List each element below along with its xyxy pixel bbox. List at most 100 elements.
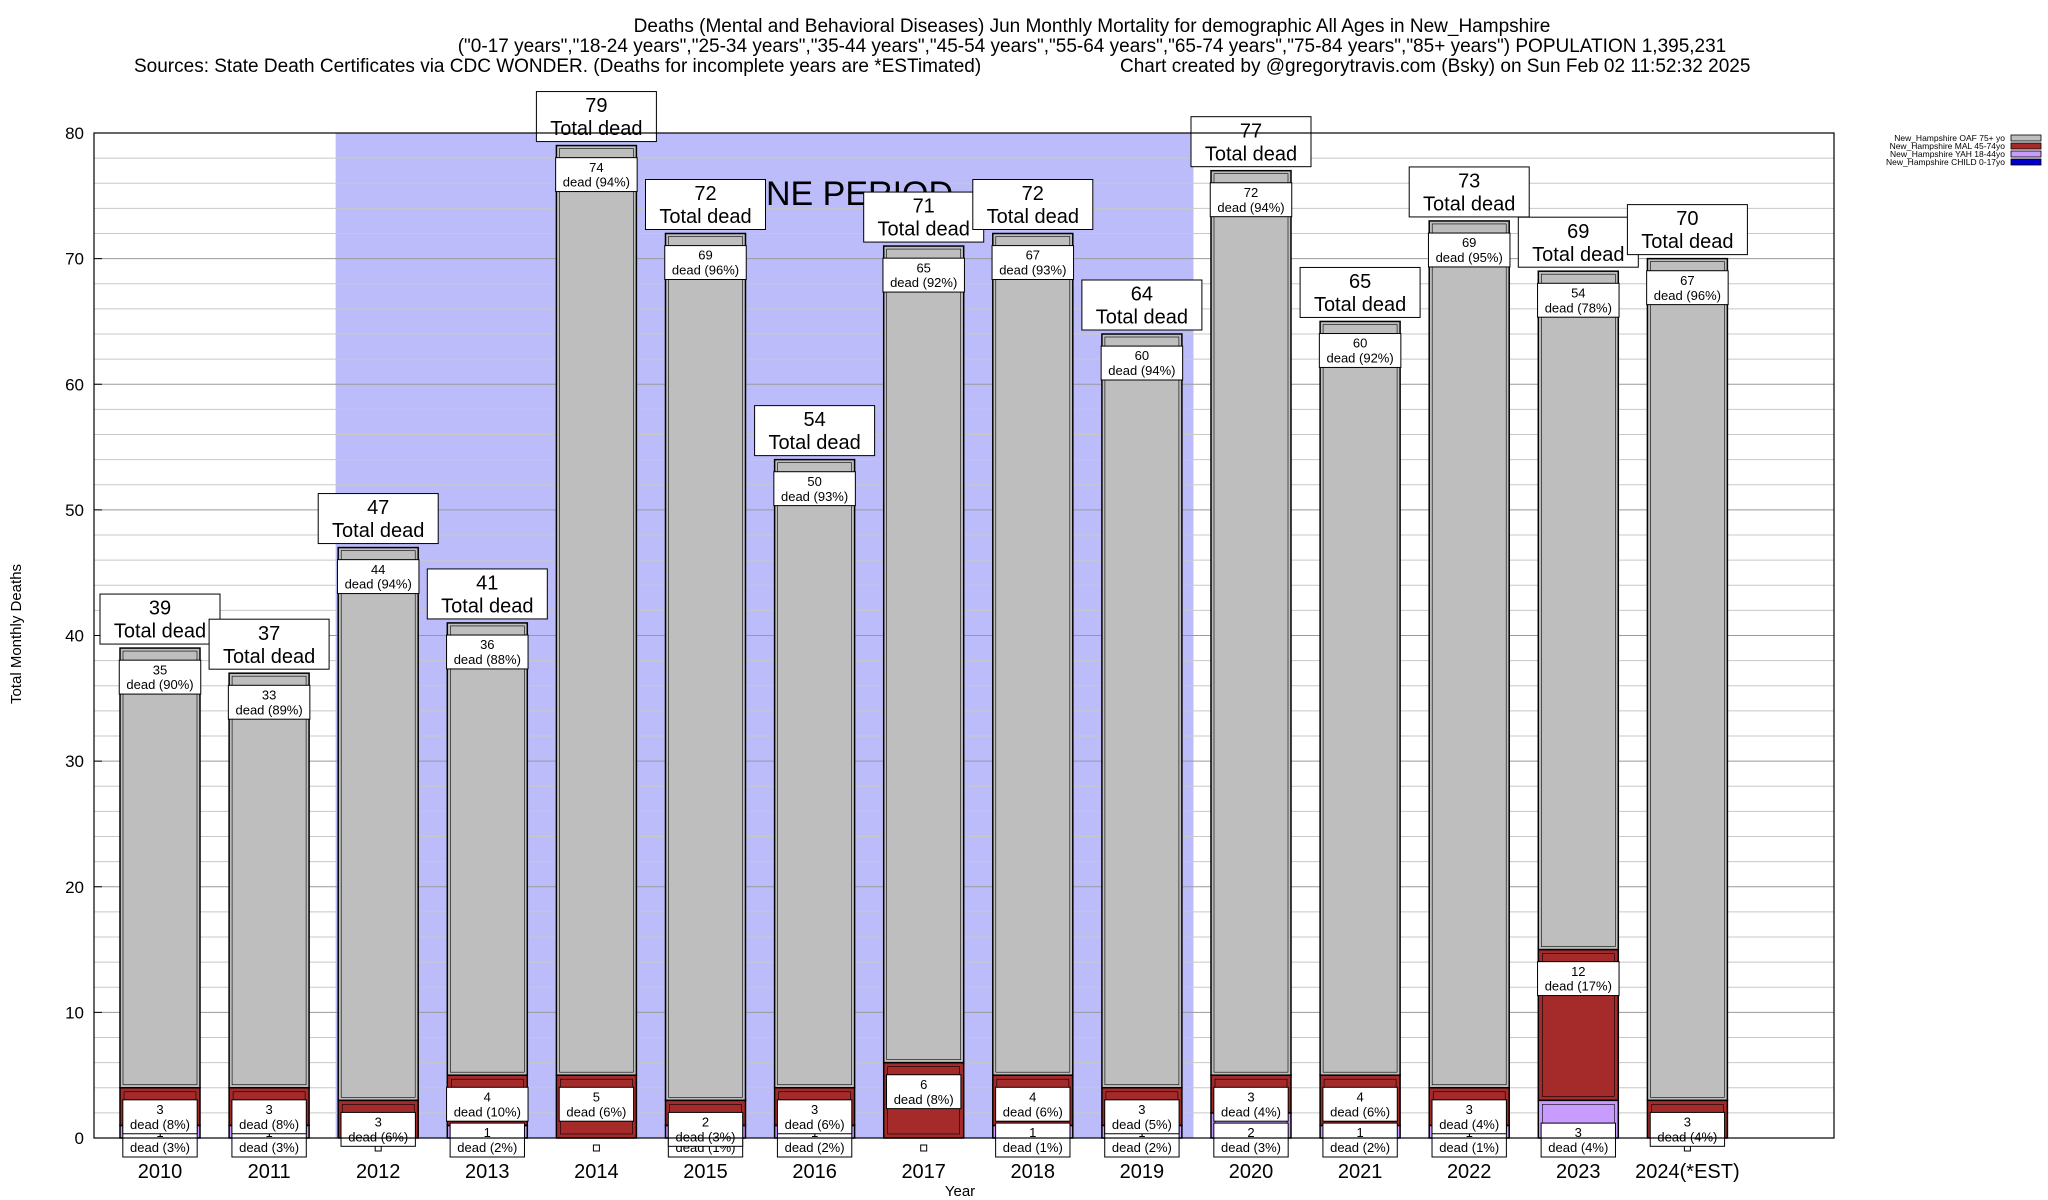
label-box xyxy=(1517,216,1639,268)
data-label: 3 xyxy=(811,1102,818,1117)
data-label: 4 xyxy=(484,1089,491,1104)
bar-segment-oaf xyxy=(228,672,310,1089)
label-box xyxy=(449,1122,525,1158)
data-label: 2 xyxy=(702,1115,709,1130)
data-label: 1 xyxy=(1356,1125,1363,1140)
legend-swatch-mal xyxy=(2010,142,2042,150)
bar-segment-outline xyxy=(1542,953,1615,1097)
data-label: dead (94%) xyxy=(345,577,412,592)
x-tick-label: 2012 xyxy=(356,1161,401,1183)
data-label: dead (92%) xyxy=(1326,351,1393,366)
label-box xyxy=(231,1099,307,1135)
label-box xyxy=(1318,333,1402,368)
data-label: 79 xyxy=(585,95,607,117)
data-label: dead (17%) xyxy=(1545,979,1612,994)
label-box xyxy=(886,1074,962,1110)
label-box xyxy=(555,157,638,193)
data-label: dead (3%) xyxy=(239,1140,299,1155)
label-box xyxy=(558,1086,635,1122)
data-label: 77 xyxy=(1240,120,1262,142)
label-box xyxy=(1209,182,1293,218)
data-label: dead (78%) xyxy=(1545,300,1612,315)
legend-swatch-yah xyxy=(2010,150,2042,158)
data-label: dead (8%) xyxy=(239,1117,299,1132)
data-label: 3 xyxy=(1138,1102,1145,1117)
data-label: dead (93%) xyxy=(781,489,848,504)
chart-title-line1: Deaths (Mental and Behavioral Diseases) … xyxy=(634,16,1551,37)
data-label: dead (2%) xyxy=(1330,1140,1390,1155)
data-label: Total dead xyxy=(441,596,533,618)
data-label: dead (8%) xyxy=(130,1117,190,1132)
data-label: dead (96%) xyxy=(1654,288,1721,303)
bar-segment-oaf xyxy=(1319,320,1401,1076)
label-box xyxy=(645,179,766,230)
data-label: dead (3%) xyxy=(130,1140,190,1155)
label-box xyxy=(1427,232,1511,268)
data-label: 44 xyxy=(371,562,385,577)
data-label: 65 xyxy=(1349,271,1371,293)
data-label: 3 xyxy=(1684,1115,1691,1130)
bar-segment-oaf xyxy=(1428,220,1510,1089)
data-label: dead (89%) xyxy=(235,702,302,717)
data-label: Total dead xyxy=(1641,231,1733,253)
label-box xyxy=(446,1086,529,1122)
data-label: dead (5%) xyxy=(1112,1117,1172,1132)
label-box xyxy=(426,568,548,620)
y-tick-label: 50 xyxy=(65,501,84,520)
data-label: Total dead xyxy=(223,646,315,668)
label-box xyxy=(122,1099,198,1135)
data-label: 36 xyxy=(480,637,494,652)
data-label: dead (95%) xyxy=(1436,250,1503,265)
x-tick-label: 2017 xyxy=(901,1161,946,1183)
label-box xyxy=(1431,1099,1507,1135)
y-tick-label: 40 xyxy=(65,627,84,646)
bar-segment-outline xyxy=(1213,173,1289,1073)
bar-segment-oaf xyxy=(1210,169,1292,1076)
x-tick-label: 2011 xyxy=(248,1161,291,1183)
legend-swatch-oaf xyxy=(2010,134,2042,142)
data-label: Total dead xyxy=(1423,194,1515,216)
label-box xyxy=(1408,166,1530,218)
data-label: 39 xyxy=(149,598,171,620)
label-box xyxy=(776,1099,853,1135)
data-label: Total dead xyxy=(114,621,206,643)
legend-entry-label: New_Hampshire YAH 18-44yo xyxy=(1890,149,2005,159)
data-label: 67 xyxy=(1680,273,1694,288)
data-label: dead (2%) xyxy=(785,1140,845,1155)
label-box xyxy=(1322,1086,1398,1122)
data-label: dead (94%) xyxy=(1217,200,1284,215)
data-label: 72 xyxy=(1022,183,1044,205)
data-label: Total dead xyxy=(987,206,1079,228)
label-box xyxy=(863,191,985,243)
data-label: Total dead xyxy=(1205,143,1297,165)
data-label: Total dead xyxy=(332,520,424,542)
data-label: 50 xyxy=(807,474,821,489)
bar-segment-outline xyxy=(122,650,198,1086)
data-label: 37 xyxy=(258,623,280,645)
bar-segment-outline xyxy=(1431,223,1507,1086)
data-label: 1 xyxy=(484,1125,491,1140)
data-label: dead (3%) xyxy=(676,1129,736,1144)
y-tick-label: 70 xyxy=(65,250,84,269)
x-axis-label: Year xyxy=(945,1183,975,1200)
